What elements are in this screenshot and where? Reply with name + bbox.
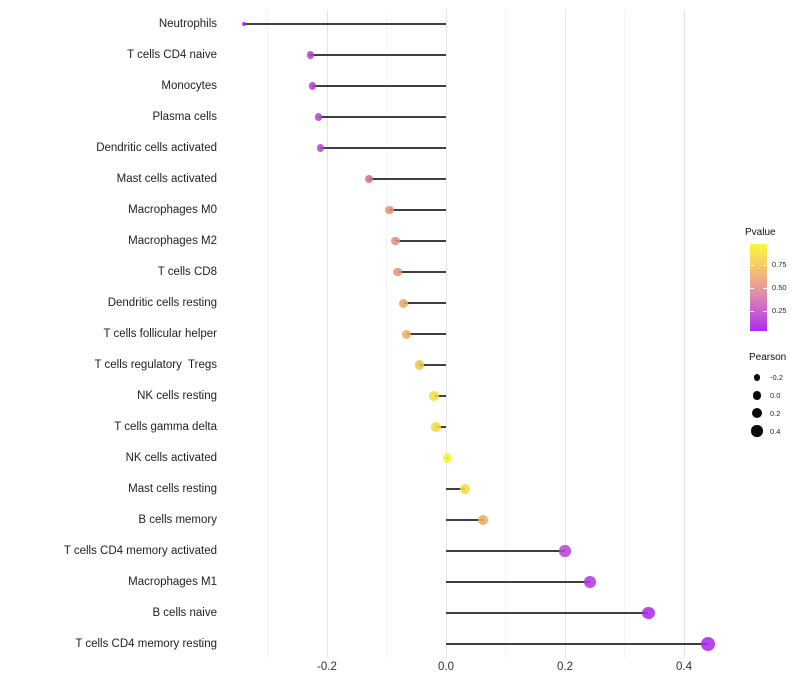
pearson-legend-label: -0.2 — [770, 373, 783, 383]
lollipop-stem — [312, 85, 446, 87]
colorbar-tick-mark — [750, 264, 754, 266]
lollipop-stem — [395, 240, 446, 242]
y-axis-label: Macrophages M1 — [128, 576, 217, 588]
pvalue-colorbar — [750, 244, 767, 331]
x-minor-gridline — [505, 10, 506, 658]
y-axis-label: Mast cells resting — [128, 483, 217, 495]
lollipop-stem — [446, 581, 590, 583]
y-axis-label: T cells CD4 memory activated — [63, 545, 217, 557]
x-minor-gridline — [386, 10, 387, 658]
colorbar-tick-label: 0.75 — [772, 260, 787, 270]
lollipop-stem — [243, 23, 446, 25]
pearson-legend-dot — [752, 408, 762, 419]
y-axis-label: Macrophages M0 — [128, 204, 217, 216]
colorbar-tick-mark — [763, 264, 767, 266]
x-minor-gridline — [624, 10, 625, 658]
lollipop-dot — [559, 545, 571, 557]
y-axis-label: NK cells resting — [137, 390, 217, 402]
lollipop-dot — [431, 422, 441, 432]
pearson-legend-dot — [752, 391, 762, 400]
pearson-legend-dot — [751, 425, 763, 437]
lollipop-stem — [389, 209, 446, 211]
y-axis-label: T cells gamma delta — [114, 421, 217, 433]
lollipop-dot — [460, 484, 470, 494]
pearson-legend-label: 0.4 — [770, 426, 781, 436]
lollipop-dot — [314, 113, 323, 121]
colorbar-tick-label: 0.25 — [772, 306, 787, 316]
y-axis-label: Dendritic cells activated — [96, 142, 217, 154]
lollipop-stem — [397, 271, 446, 273]
y-axis-label: Mast cells activated — [116, 173, 217, 185]
lollipop-stem — [446, 519, 484, 521]
x-major-gridline — [326, 10, 328, 658]
y-axis-label: Plasma cells — [152, 111, 217, 123]
lollipop-stem — [434, 395, 446, 397]
y-axis-label: B cells memory — [138, 514, 217, 526]
lollipop-dot — [306, 51, 314, 59]
lollipop-dot — [399, 298, 409, 308]
colorbar-tick-mark — [763, 287, 767, 289]
lollipop-dot — [700, 637, 715, 651]
lollipop-dot — [393, 267, 403, 277]
x-major-gridline — [683, 10, 685, 658]
pearson-legend-label: 0.2 — [770, 408, 781, 418]
y-axis-label: NK cells activated — [125, 452, 217, 464]
lollipop-dot — [443, 453, 453, 463]
y-axis-label: Neutrophils — [158, 18, 217, 30]
lollipop-dot — [316, 144, 325, 152]
colorbar-tick-label: 0.50 — [772, 283, 787, 292]
lollipop-dot — [308, 82, 316, 90]
lollipop-stem — [446, 550, 565, 552]
x-major-gridline — [564, 10, 566, 658]
lollipop-stem — [446, 643, 708, 645]
y-axis-label: T cells CD4 memory resting — [75, 638, 217, 650]
lollipop-stem — [446, 488, 466, 490]
colorbar-tick-mark — [750, 287, 754, 289]
y-axis-label: Dendritic cells resting — [107, 297, 217, 309]
y-axis-label: T cells CD8 — [157, 266, 217, 278]
x-axis-tick-label: 0.0 — [438, 661, 454, 673]
y-axis-label: B cells naive — [152, 607, 217, 619]
y-axis-label: T cells regulatory Tregs — [94, 359, 217, 371]
y-axis-label: T cells CD4 naive — [127, 49, 217, 61]
y-axis-label: T cells follicular helper — [103, 328, 217, 340]
x-axis-tick-label: -0.2 — [317, 661, 337, 673]
lollipop-dot — [391, 236, 400, 246]
x-axis-tick-label: 0.4 — [676, 661, 692, 673]
lollipop-stem — [369, 178, 446, 180]
colorbar-tick-mark — [750, 310, 754, 312]
lollipop-stem — [318, 116, 446, 118]
lollipop-dot — [641, 606, 655, 620]
lollipop-dot — [478, 515, 489, 525]
lollipop-stem — [403, 302, 446, 304]
lollipop-stem — [419, 364, 446, 366]
lollipop-stem — [406, 333, 446, 335]
pvalue-legend-title: Pvalue — [745, 227, 776, 238]
y-axis-label: Monocytes — [161, 80, 217, 92]
x-minor-gridline — [267, 10, 268, 658]
pearson-legend-title: Pearson — [749, 352, 787, 363]
colorbar-tick-mark — [763, 310, 767, 312]
lollipop-dot — [241, 21, 246, 27]
y-axis-label: Macrophages M2 — [128, 235, 217, 247]
lollipop-dot — [429, 391, 439, 401]
pearson-legend-label: 0.0 — [770, 391, 781, 400]
lollipop-stem — [446, 612, 649, 614]
lollipop-stem — [310, 54, 446, 56]
lollipop-dot — [584, 576, 596, 588]
lollipop-stem — [435, 426, 446, 428]
lollipop-dot — [365, 174, 374, 184]
lollipop-stem — [320, 147, 446, 149]
x-axis-tick-label: 0.2 — [557, 661, 573, 673]
lollipop-dot — [414, 360, 424, 370]
lollipop-dot — [385, 205, 394, 215]
lollipop-dot — [402, 329, 412, 339]
x-major-gridline — [445, 10, 447, 658]
pearson-legend-dot — [753, 374, 761, 381]
